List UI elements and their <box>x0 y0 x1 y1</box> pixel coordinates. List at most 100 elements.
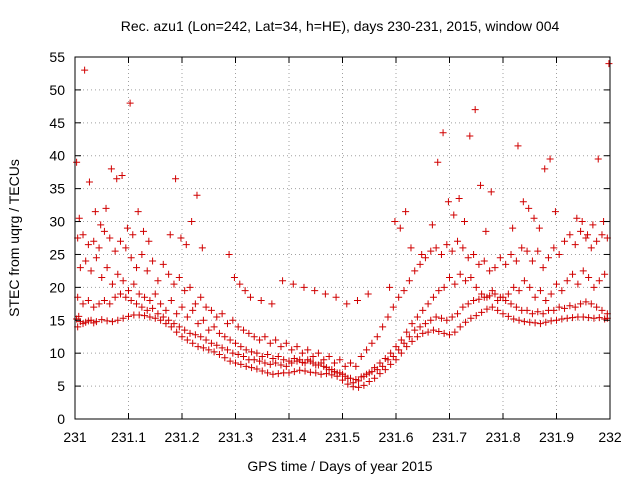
x-tick-label: 231.1 <box>111 429 146 445</box>
data-point <box>421 254 429 262</box>
data-point <box>478 290 486 298</box>
data-point <box>79 231 87 239</box>
data-point <box>357 352 365 360</box>
data-point <box>146 297 154 305</box>
data-point <box>97 221 105 229</box>
data-point <box>242 362 250 370</box>
data-point <box>266 339 274 347</box>
data-point <box>507 250 515 258</box>
data-point <box>494 297 502 305</box>
data-point <box>322 370 330 378</box>
data-point <box>133 300 141 308</box>
data-point <box>444 198 452 206</box>
data-point <box>123 224 131 232</box>
data-point <box>454 237 462 245</box>
data-point <box>193 191 201 199</box>
x-tick-label: 232 <box>598 429 622 445</box>
data-point <box>577 227 585 235</box>
data-point <box>462 318 470 326</box>
data-point <box>197 293 205 301</box>
data-point <box>162 306 170 314</box>
data-point <box>245 329 253 337</box>
data-point <box>443 241 451 249</box>
data-point <box>483 305 491 313</box>
data-point <box>114 316 122 324</box>
data-point <box>312 369 320 377</box>
data-point <box>571 241 579 249</box>
data-point <box>526 318 534 326</box>
data-point <box>207 339 215 347</box>
data-point <box>272 359 280 367</box>
data-point <box>336 356 344 364</box>
data-point <box>364 290 372 298</box>
data-point <box>487 188 495 196</box>
data-point <box>322 364 330 372</box>
data-point <box>515 287 523 295</box>
data-point <box>355 377 363 385</box>
data-point <box>232 359 239 367</box>
data-point <box>424 328 432 336</box>
data-point <box>285 357 293 365</box>
data-point <box>368 339 376 347</box>
data-point <box>165 316 173 324</box>
data-point <box>587 244 595 252</box>
data-point <box>416 323 424 331</box>
data-point <box>547 290 555 298</box>
data-point <box>213 313 221 321</box>
data-point <box>218 344 226 352</box>
data-point <box>311 287 319 295</box>
data-point <box>472 283 480 291</box>
data-point <box>90 237 98 245</box>
data-point <box>573 214 581 222</box>
data-point <box>111 247 119 255</box>
data-point <box>95 300 103 308</box>
data-point <box>199 344 207 352</box>
data-point <box>106 234 114 242</box>
data-point <box>134 208 142 216</box>
data-point <box>371 364 379 372</box>
data-point <box>539 264 547 272</box>
data-point <box>561 237 569 245</box>
data-point <box>138 250 146 258</box>
data-point <box>221 333 229 341</box>
data-point <box>314 349 322 357</box>
data-point <box>167 297 175 305</box>
data-point <box>296 366 304 374</box>
data-point <box>496 254 504 262</box>
data-point <box>264 369 272 377</box>
data-point <box>210 348 218 356</box>
x-tick-label: 231.6 <box>378 429 413 445</box>
data-point <box>221 354 229 362</box>
y-tick-label: 35 <box>49 181 65 197</box>
data-point <box>416 260 424 268</box>
data-point <box>510 283 518 291</box>
data-point <box>594 155 602 163</box>
data-point <box>451 280 459 288</box>
data-point <box>119 314 127 322</box>
data-point <box>365 377 373 385</box>
data-point <box>210 323 218 331</box>
data-point <box>118 171 126 179</box>
data-point <box>553 280 560 288</box>
data-point <box>535 224 543 232</box>
data-point <box>577 300 585 308</box>
data-point <box>450 211 458 219</box>
data-point <box>197 333 205 341</box>
data-point <box>198 244 206 252</box>
data-point <box>141 293 149 301</box>
data-point <box>360 372 368 380</box>
data-point <box>456 323 464 331</box>
data-point <box>561 304 569 312</box>
data-point <box>542 297 550 305</box>
data-point <box>387 349 395 357</box>
data-point <box>100 297 108 305</box>
data-point <box>194 343 202 351</box>
y-tick-label: 25 <box>49 246 65 262</box>
data-point <box>542 318 550 326</box>
data-point <box>566 302 574 310</box>
data-point <box>261 333 269 341</box>
data-point <box>293 343 301 351</box>
data-point <box>321 290 329 298</box>
x-tick-label: 231 <box>63 429 87 445</box>
data-point <box>261 359 269 367</box>
